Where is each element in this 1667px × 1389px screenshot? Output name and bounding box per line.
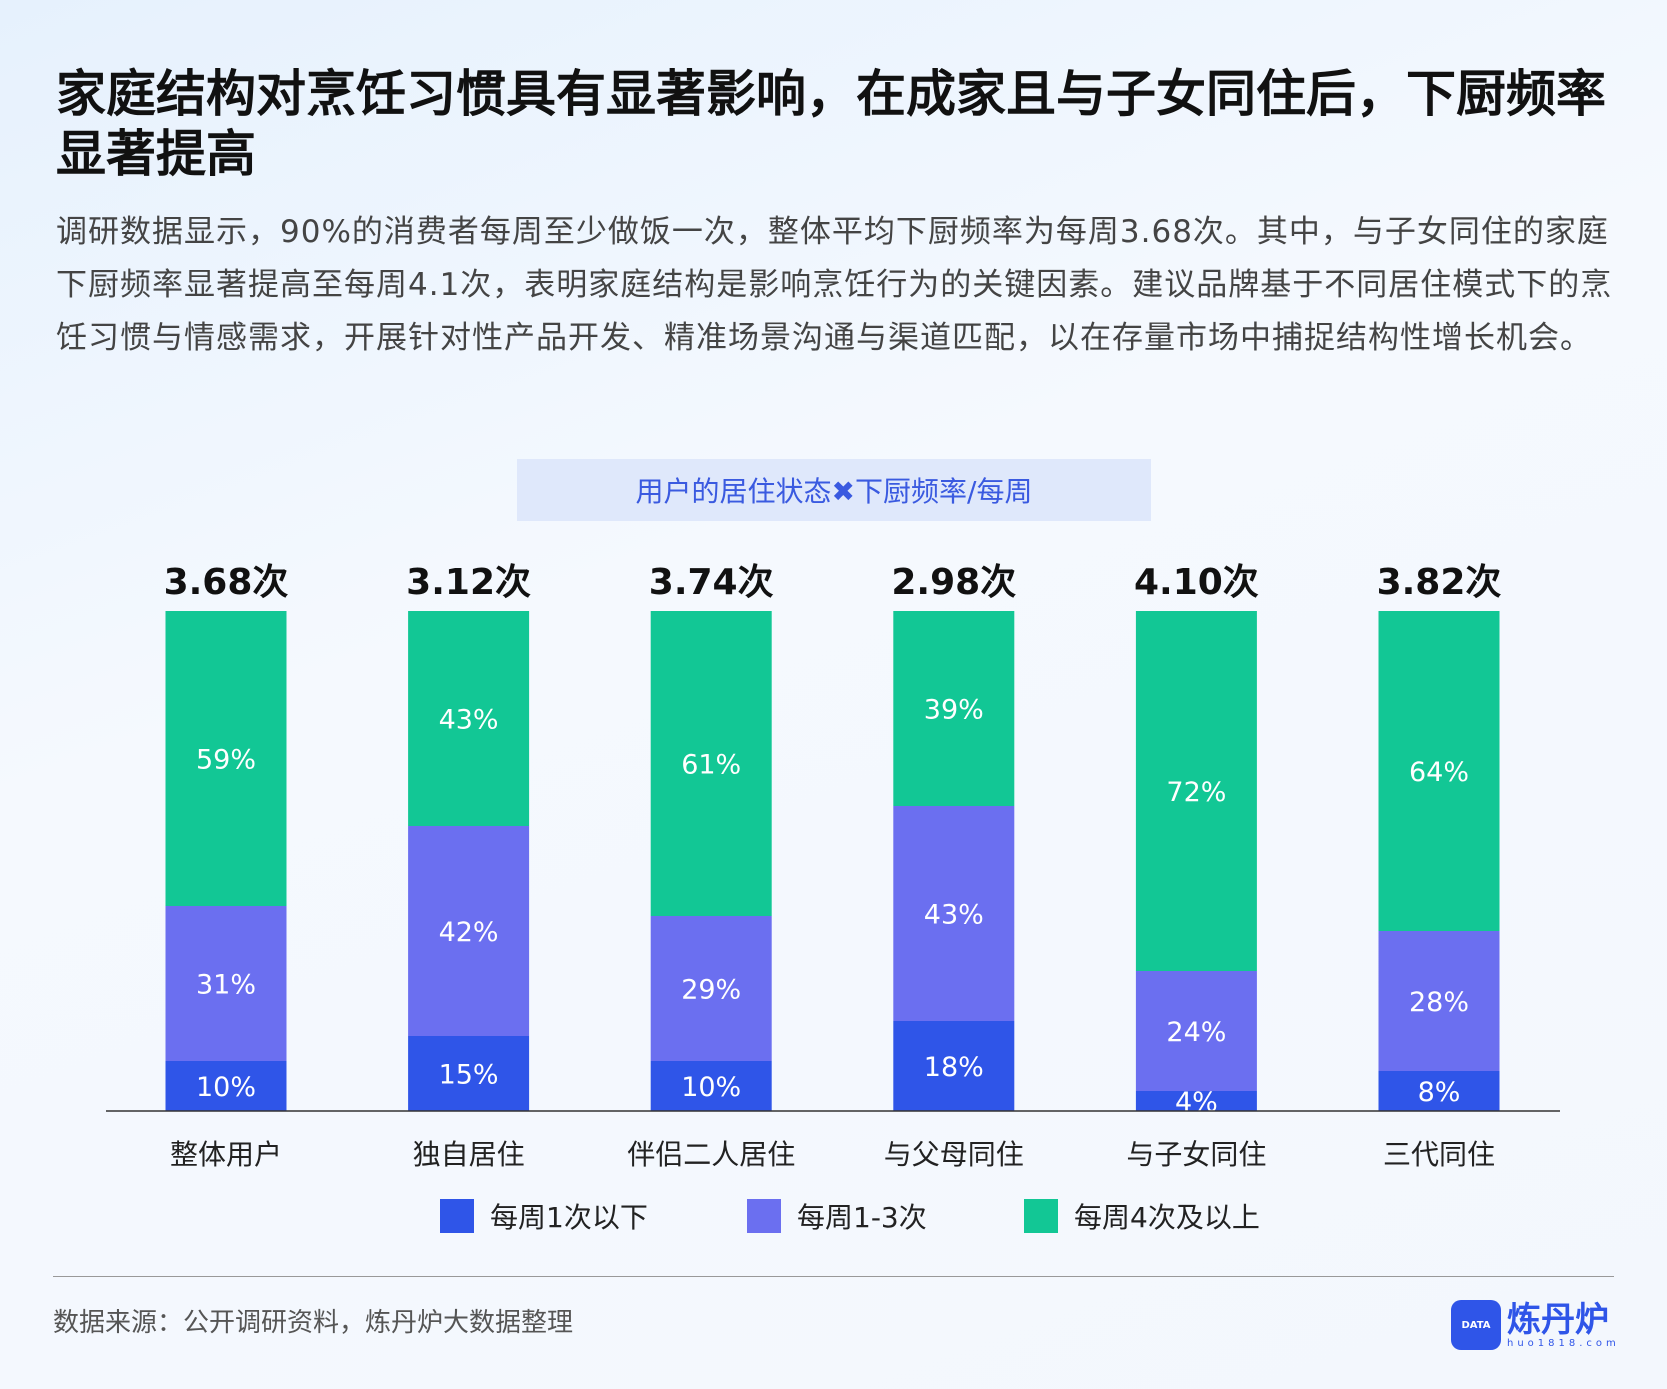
summary-paragraph: 调研数据显示，90%的消费者每周至少做饭一次，整体平均下厨频率为每周3.68次。… xyxy=(56,214,1613,356)
total-label: 3.12次 xyxy=(406,562,531,603)
data-label: 43% xyxy=(439,705,499,736)
bar-segment xyxy=(893,1021,1015,1111)
total-label: 3.74次 xyxy=(649,562,774,603)
category-label: 整体用户 xyxy=(170,1138,282,1171)
data-label: 15% xyxy=(439,1060,499,1091)
data-label: 18% xyxy=(924,1052,984,1083)
legend-swatch xyxy=(1024,1199,1058,1233)
data-label: 72% xyxy=(1166,777,1226,808)
data-label: 43% xyxy=(924,900,984,931)
bar-segment xyxy=(1378,1071,1500,1111)
legend-swatch xyxy=(440,1199,474,1233)
bar-segment xyxy=(408,826,530,1036)
total-label: 3.82次 xyxy=(1377,562,1502,603)
logo-url: huo1818.com xyxy=(1507,1337,1620,1349)
page-title: 家庭结构对烹饪习惯具有显著影响，在成家且与子女同住后，下厨频率显著提高 xyxy=(56,65,1606,183)
data-label: 10% xyxy=(681,1072,741,1103)
bar-segment xyxy=(165,906,287,1061)
data-label: 4% xyxy=(1175,1087,1218,1118)
data-label: 31% xyxy=(196,970,256,1001)
divider xyxy=(53,1276,1614,1277)
bar-segment xyxy=(408,1036,530,1111)
legend-item: 每周1-3次 xyxy=(747,1196,927,1236)
bar-segment xyxy=(408,611,530,826)
bar-segment xyxy=(1135,1091,1257,1111)
category-label: 独自居住 xyxy=(413,1138,525,1171)
bar-segment xyxy=(893,806,1015,1021)
bar-segment xyxy=(893,611,1015,806)
category-label: 三代同住 xyxy=(1383,1138,1495,1171)
data-label: 10% xyxy=(196,1072,256,1103)
legend-label: 每周1次以下 xyxy=(490,1201,648,1234)
bar-segment xyxy=(1378,611,1500,931)
source-note: 数据来源：公开调研资料，炼丹炉大数据整理 xyxy=(53,1308,574,1338)
data-label: 29% xyxy=(681,975,741,1006)
legend: 每周1次以下 每周1-3次 每周4次及以上 xyxy=(0,1196,1667,1240)
data-label: 24% xyxy=(1166,1017,1226,1048)
data-label: 42% xyxy=(439,917,499,948)
data-label: 8% xyxy=(1418,1077,1461,1108)
bar-segment xyxy=(1135,611,1257,971)
legend-item: 每周1次以下 xyxy=(440,1196,648,1236)
legend-item: 每周4次及以上 xyxy=(1024,1196,1260,1236)
bar-segment xyxy=(1378,931,1500,1071)
chart-title: 用户的居住状态✖下厨频率/每周 xyxy=(517,459,1151,521)
logo-name: 炼丹炉 xyxy=(1507,1299,1609,1340)
bar-segment xyxy=(165,611,287,906)
category-label: 与子女同住 xyxy=(1126,1138,1266,1171)
data-label: 28% xyxy=(1409,987,1469,1018)
total-label: 2.98次 xyxy=(891,562,1016,603)
data-label: 61% xyxy=(681,750,741,781)
bar-segment xyxy=(650,611,772,916)
total-label: 3.68次 xyxy=(164,562,289,603)
data-label: 59% xyxy=(196,745,256,776)
total-label: 4.10次 xyxy=(1134,562,1259,603)
bar-segment xyxy=(1135,971,1257,1091)
brand-logo: DATA 炼丹炉 huo1818.com xyxy=(1451,1300,1620,1350)
bar-segment xyxy=(165,1061,287,1111)
legend-label: 每周4次及以上 xyxy=(1074,1201,1260,1234)
data-label: 64% xyxy=(1409,757,1469,788)
legend-swatch xyxy=(747,1199,781,1233)
legend-label: 每周1-3次 xyxy=(797,1201,927,1234)
bar-segment xyxy=(650,1061,772,1111)
bar-segment xyxy=(650,916,772,1061)
logo-icon: DATA xyxy=(1451,1300,1501,1350)
data-label: 39% xyxy=(924,695,984,726)
category-label: 伴侣二人居住 xyxy=(627,1138,795,1171)
category-label: 与父母同住 xyxy=(884,1138,1024,1171)
